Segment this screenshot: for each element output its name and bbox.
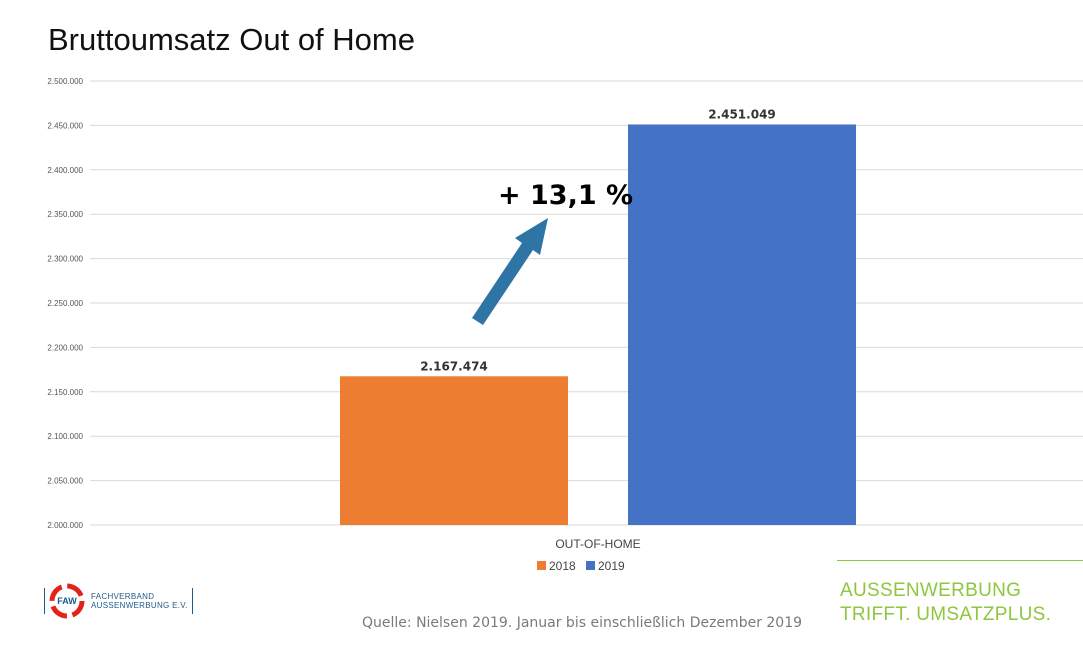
y-tick-label: 2.400.000 [47,166,83,175]
slogan: AUSSENWERBUNG TRIFFT. UMSATZPLUS. [840,579,1051,627]
category-label: OUT-OF-HOME [555,537,640,551]
bar-2019 [628,124,856,525]
y-tick-label: 2.250.000 [47,299,83,308]
slogan-line2: TRIFFT. UMSATZPLUS. [840,604,1052,625]
growth-annotation-text: + 13,1 % [498,180,633,211]
y-tick-label: 2.500.000 [47,77,83,86]
y-tick-label: 2.150.000 [47,388,83,397]
y-tick-label: 2.000.000 [47,521,83,530]
y-tick-label: 2.450.000 [47,121,83,130]
y-tick-label: 2.300.000 [47,255,83,264]
chart-title: Bruttoumsatz Out of Home [48,22,415,57]
y-tick-label: 2.200.000 [47,343,83,352]
legend-label-2018: 2018 [549,559,576,573]
data-label-2019: 2.451.049 [708,107,776,121]
faw-logo-icon: FAW [49,583,85,619]
legend-label-2019: 2019 [598,559,625,573]
logo-line2: AUSSENWERBUNG E.V. [91,601,188,610]
faw-logo: FAW FACHVERBAND AUSSENWERBUNG E.V. [44,582,193,620]
growth-annotation: + 13,1 % [472,180,633,325]
y-tick-label: 2.050.000 [47,477,83,486]
logo-line1: FACHVERBAND [91,592,155,601]
growth-arrow-icon [472,218,548,325]
slogan-divider [837,560,1083,561]
source-note: Quelle: Nielsen 2019. Januar bis einschl… [362,615,803,631]
logo-mark: FAW [57,596,77,606]
legend-swatch-2019 [586,561,595,570]
slogan-line1: AUSSENWERBUNG [840,580,1022,601]
legend-swatch-2018 [537,561,546,570]
data-label-2018: 2.167.474 [420,359,488,373]
y-tick-label: 2.100.000 [47,432,83,441]
y-tick-label: 2.350.000 [47,210,83,219]
bar-2018 [340,376,568,525]
